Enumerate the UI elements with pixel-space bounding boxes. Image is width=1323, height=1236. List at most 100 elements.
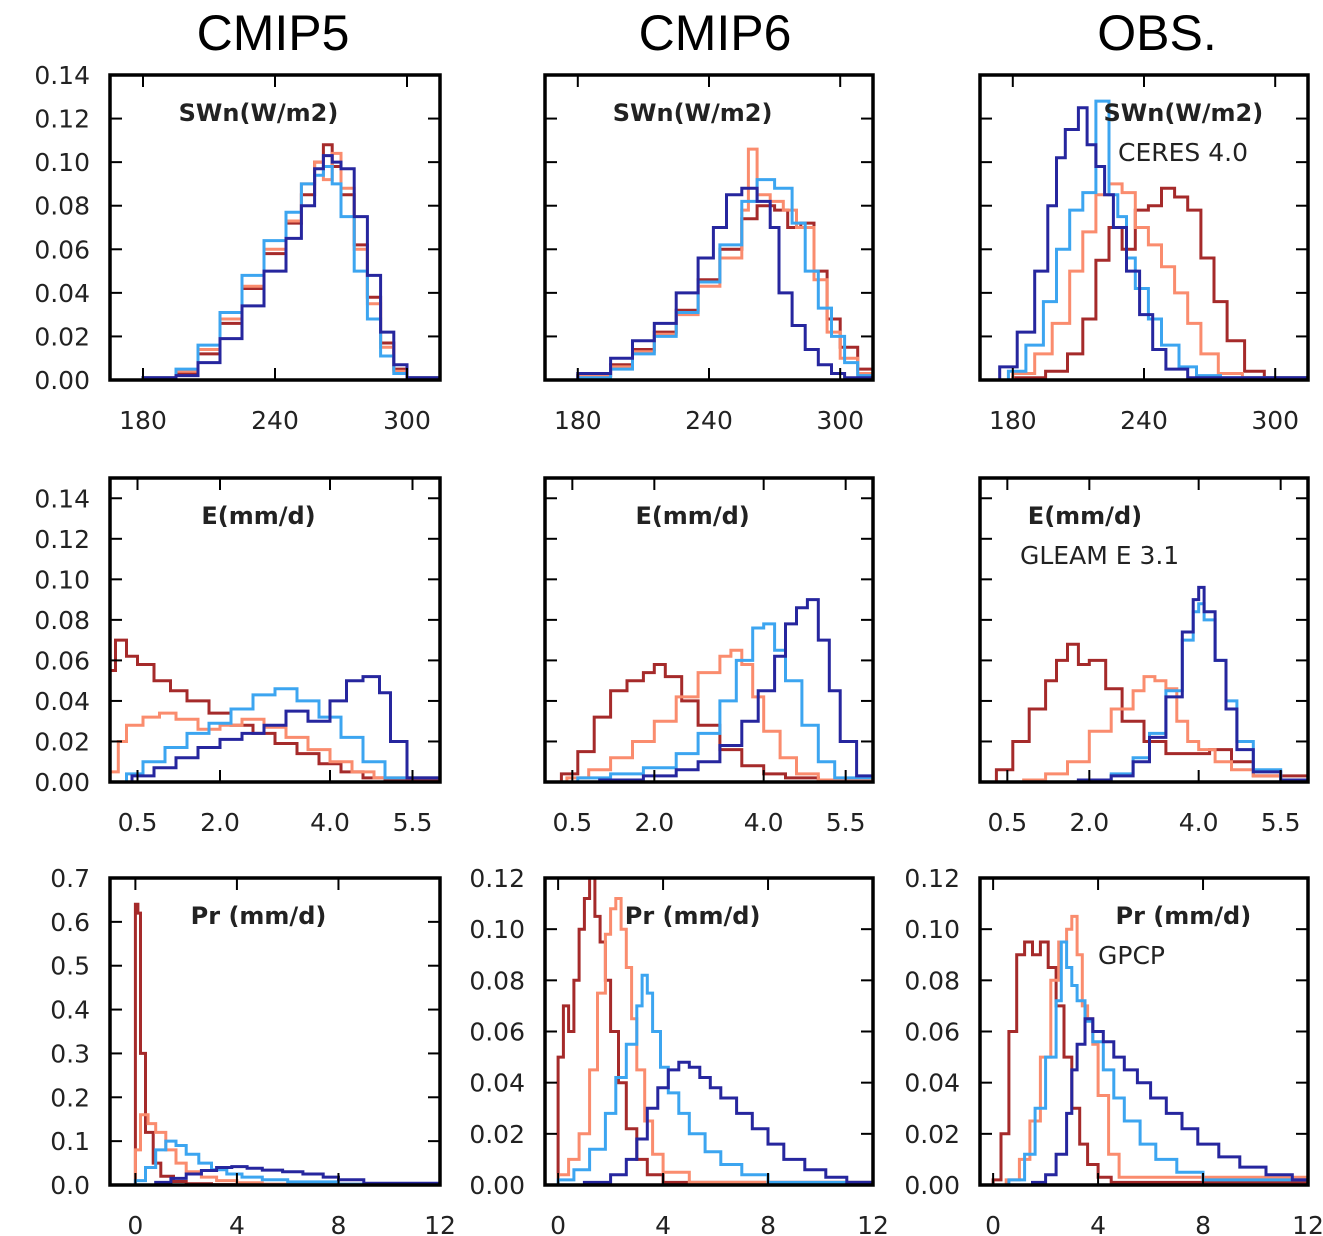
- cmip6-pr-ytick-label: 0.02: [469, 1120, 525, 1149]
- cmip6-swn-series-dark-blue: [545, 186, 873, 380]
- obs-pr-ytick-label: 0.12: [904, 864, 960, 893]
- cmip6-e-series-dark-blue: [545, 598, 873, 782]
- obs-swn-xtick-label: 180: [989, 406, 1037, 435]
- obs-swn-dataset-label: CERES 4.0: [1118, 138, 1248, 167]
- cmip6-pr-ytick-label: 0.04: [469, 1069, 525, 1098]
- obs-e-series-salmon: [980, 675, 1308, 782]
- obs-pr-xtick-label: 12: [1292, 1211, 1323, 1236]
- cmip5-swn-panel: 180 240 300 0.00 0.02 0.04 0.06 0.08 0.10 0.12 0.1…: [34, 61, 442, 435]
- cmip5-e-series-light-blue: [110, 687, 440, 782]
- obs-swn-series-dark-red: [980, 186, 1308, 380]
- cmip6-pr-series-dark-blue: [545, 1060, 873, 1185]
- cmip5-pr-xtick-label: 12: [424, 1211, 456, 1236]
- cmip5-pr-ytick-label: 0.1: [50, 1127, 90, 1156]
- column-title-cmip5: CMIP5: [196, 5, 350, 61]
- cmip6-pr-series-dark-red: [545, 878, 873, 1185]
- cmip5-pr-panel: 0 4 8 12 0.0 0.1 0.2 0.3 0.4 0.5 0.6 0.7 Pr (mm/d): [50, 864, 456, 1236]
- obs-pr-series-light-blue: [980, 940, 1308, 1185]
- obs-pr-xtick-label: 8: [1195, 1211, 1211, 1236]
- obs-e-xtick-label: 0.5: [987, 808, 1027, 837]
- obs-pr-ytick-label: 0.10: [904, 915, 960, 944]
- cmip5-pr-ytick-label: 0.3: [50, 1039, 90, 1068]
- cmip5-e-ytick-label: 0.12: [34, 525, 90, 554]
- cmip6-e-xtick-label: 5.5: [826, 808, 866, 837]
- obs-pr-xtick-label: 0: [985, 1211, 1001, 1236]
- cmip6-pr-xtick-label: 0: [550, 1211, 566, 1236]
- cmip5-swn-variable-label: SWn(W/m2): [179, 99, 339, 127]
- cmip6-swn-variable-label: SWn(W/m2): [613, 99, 773, 127]
- cmip5-swn-ytick-label: 0.06: [34, 235, 90, 264]
- cmip5-e-ytick-label: 0.10: [34, 565, 90, 594]
- cmip6-swn-xtick-label: 300: [816, 406, 864, 435]
- cmip5-pr-ytick-label: 0.4: [50, 996, 90, 1025]
- obs-pr-ytick-label: 0.02: [904, 1120, 960, 1149]
- cmip5-e-ytick-label: 0.14: [34, 484, 90, 513]
- cmip5-e-series-salmon: [110, 711, 440, 782]
- cmip6-swn-series-salmon: [545, 147, 873, 380]
- cmip5-swn-series-dark-blue: [110, 154, 440, 380]
- cmip6-pr-xtick-label: 4: [655, 1211, 671, 1236]
- cmip6-e-xtick-label: 0.5: [552, 808, 592, 837]
- cmip6-e-xtick-label: 2.0: [634, 808, 674, 837]
- cmip6-swn-xtick-label: 180: [554, 406, 602, 435]
- obs-e-xtick-label: 4.0: [1179, 808, 1219, 837]
- cmip5-swn-ytick-label: 0.00: [34, 366, 90, 395]
- obs-swn-panel: 180 240 300 SWn(W/m2) CERES 4.0: [978, 73, 1310, 435]
- cmip5-pr-ytick-label: 0.6: [50, 908, 90, 937]
- cmip5-e-series-dark-blue: [110, 675, 440, 782]
- cmip6-e-series-light-blue: [545, 622, 873, 782]
- cmip6-pr-series-salmon: [545, 897, 873, 1185]
- cmip5-swn-xtick-label: 300: [383, 406, 431, 435]
- cmip5-e-ytick-label: 0.08: [34, 606, 90, 635]
- obs-e-frame: [978, 476, 1310, 784]
- obs-pr-ytick-label: 0.08: [904, 966, 960, 995]
- cmip5-swn-ytick-label: 0.12: [34, 105, 90, 134]
- cmip6-e-series-salmon: [545, 648, 873, 782]
- cmip5-e-variable-label: E(mm/d): [201, 502, 315, 530]
- cmip5-swn-xtick-label: 240: [251, 406, 299, 435]
- cmip5-e-frame: [108, 476, 442, 784]
- cmip5-swn-ytick-label: 0.04: [34, 279, 90, 308]
- cmip5-swn-ytick-label: 0.02: [34, 322, 90, 351]
- cmip5-pr-series-dark-red: [110, 902, 440, 1185]
- obs-e-dataset-label: GLEAM E 3.1: [1020, 541, 1179, 570]
- cmip5-swn-series-dark-red: [110, 143, 440, 380]
- cmip5-e-ytick-label: 0.06: [34, 646, 90, 675]
- obs-e-xtick-label: 5.5: [1261, 808, 1301, 837]
- cmip6-e-xtick-label: 4.0: [744, 808, 784, 837]
- cmip5-e-xtick-label: 0.5: [118, 808, 158, 837]
- cmip5-pr-series-light-blue: [110, 1139, 440, 1185]
- cmip5-e-ytick-label: 0.00: [34, 768, 90, 797]
- cmip6-swn-xtick-label: 240: [685, 406, 733, 435]
- cmip5-pr-xtick-label: 4: [229, 1211, 245, 1236]
- cmip6-swn-panel: 180 240 300 SWn(W/m2): [543, 73, 875, 435]
- cmip6-pr-ytick-label: 0.12: [469, 864, 525, 893]
- cmip5-pr-ytick-label: 0.2: [50, 1083, 90, 1112]
- obs-e-xtick-label: 2.0: [1069, 808, 1109, 837]
- cmip6-pr-series-light-blue: [545, 973, 873, 1185]
- obs-swn-series-light-blue: [980, 99, 1308, 380]
- cmip5-pr-ytick-label: 0.5: [50, 952, 90, 981]
- cmip6-pr-ytick-label: 0.00: [469, 1171, 525, 1200]
- obs-swn-xtick-label: 240: [1120, 406, 1168, 435]
- column-title-obs: OBS.: [1097, 5, 1217, 61]
- cmip6-swn-series-dark-red: [545, 204, 873, 380]
- cmip5-e-xtick-label: 5.5: [393, 808, 433, 837]
- obs-e-series-dark-blue: [980, 585, 1308, 782]
- cmip6-pr-variable-label: Pr (mm/d): [625, 902, 761, 930]
- obs-pr-series-salmon: [980, 914, 1308, 1185]
- obs-pr-dataset-label: GPCP: [1098, 941, 1165, 970]
- cmip6-e-variable-label: E(mm/d): [635, 502, 749, 530]
- obs-e-series-dark-red: [980, 642, 1308, 782]
- cmip5-e-panel: 0.5 2.0 4.0 5.5 0.00 0.02 0.04 0.06 0.08 0.10 0.12…: [34, 476, 442, 837]
- cmip5-swn-ytick-label: 0.10: [34, 148, 90, 177]
- obs-swn-xtick-label: 300: [1251, 406, 1299, 435]
- cmip6-e-frame: [543, 476, 875, 784]
- cmip5-e-ytick-label: 0.02: [34, 727, 90, 756]
- obs-pr-ytick-label: 0.06: [904, 1018, 960, 1047]
- obs-pr-xtick-label: 4: [1090, 1211, 1106, 1236]
- cmip5-pr-frame: [108, 876, 442, 1187]
- column-title-cmip6: CMIP6: [638, 5, 792, 61]
- obs-pr-series-dark-blue: [980, 1017, 1308, 1185]
- cmip6-pr-ytick-label: 0.06: [469, 1018, 525, 1047]
